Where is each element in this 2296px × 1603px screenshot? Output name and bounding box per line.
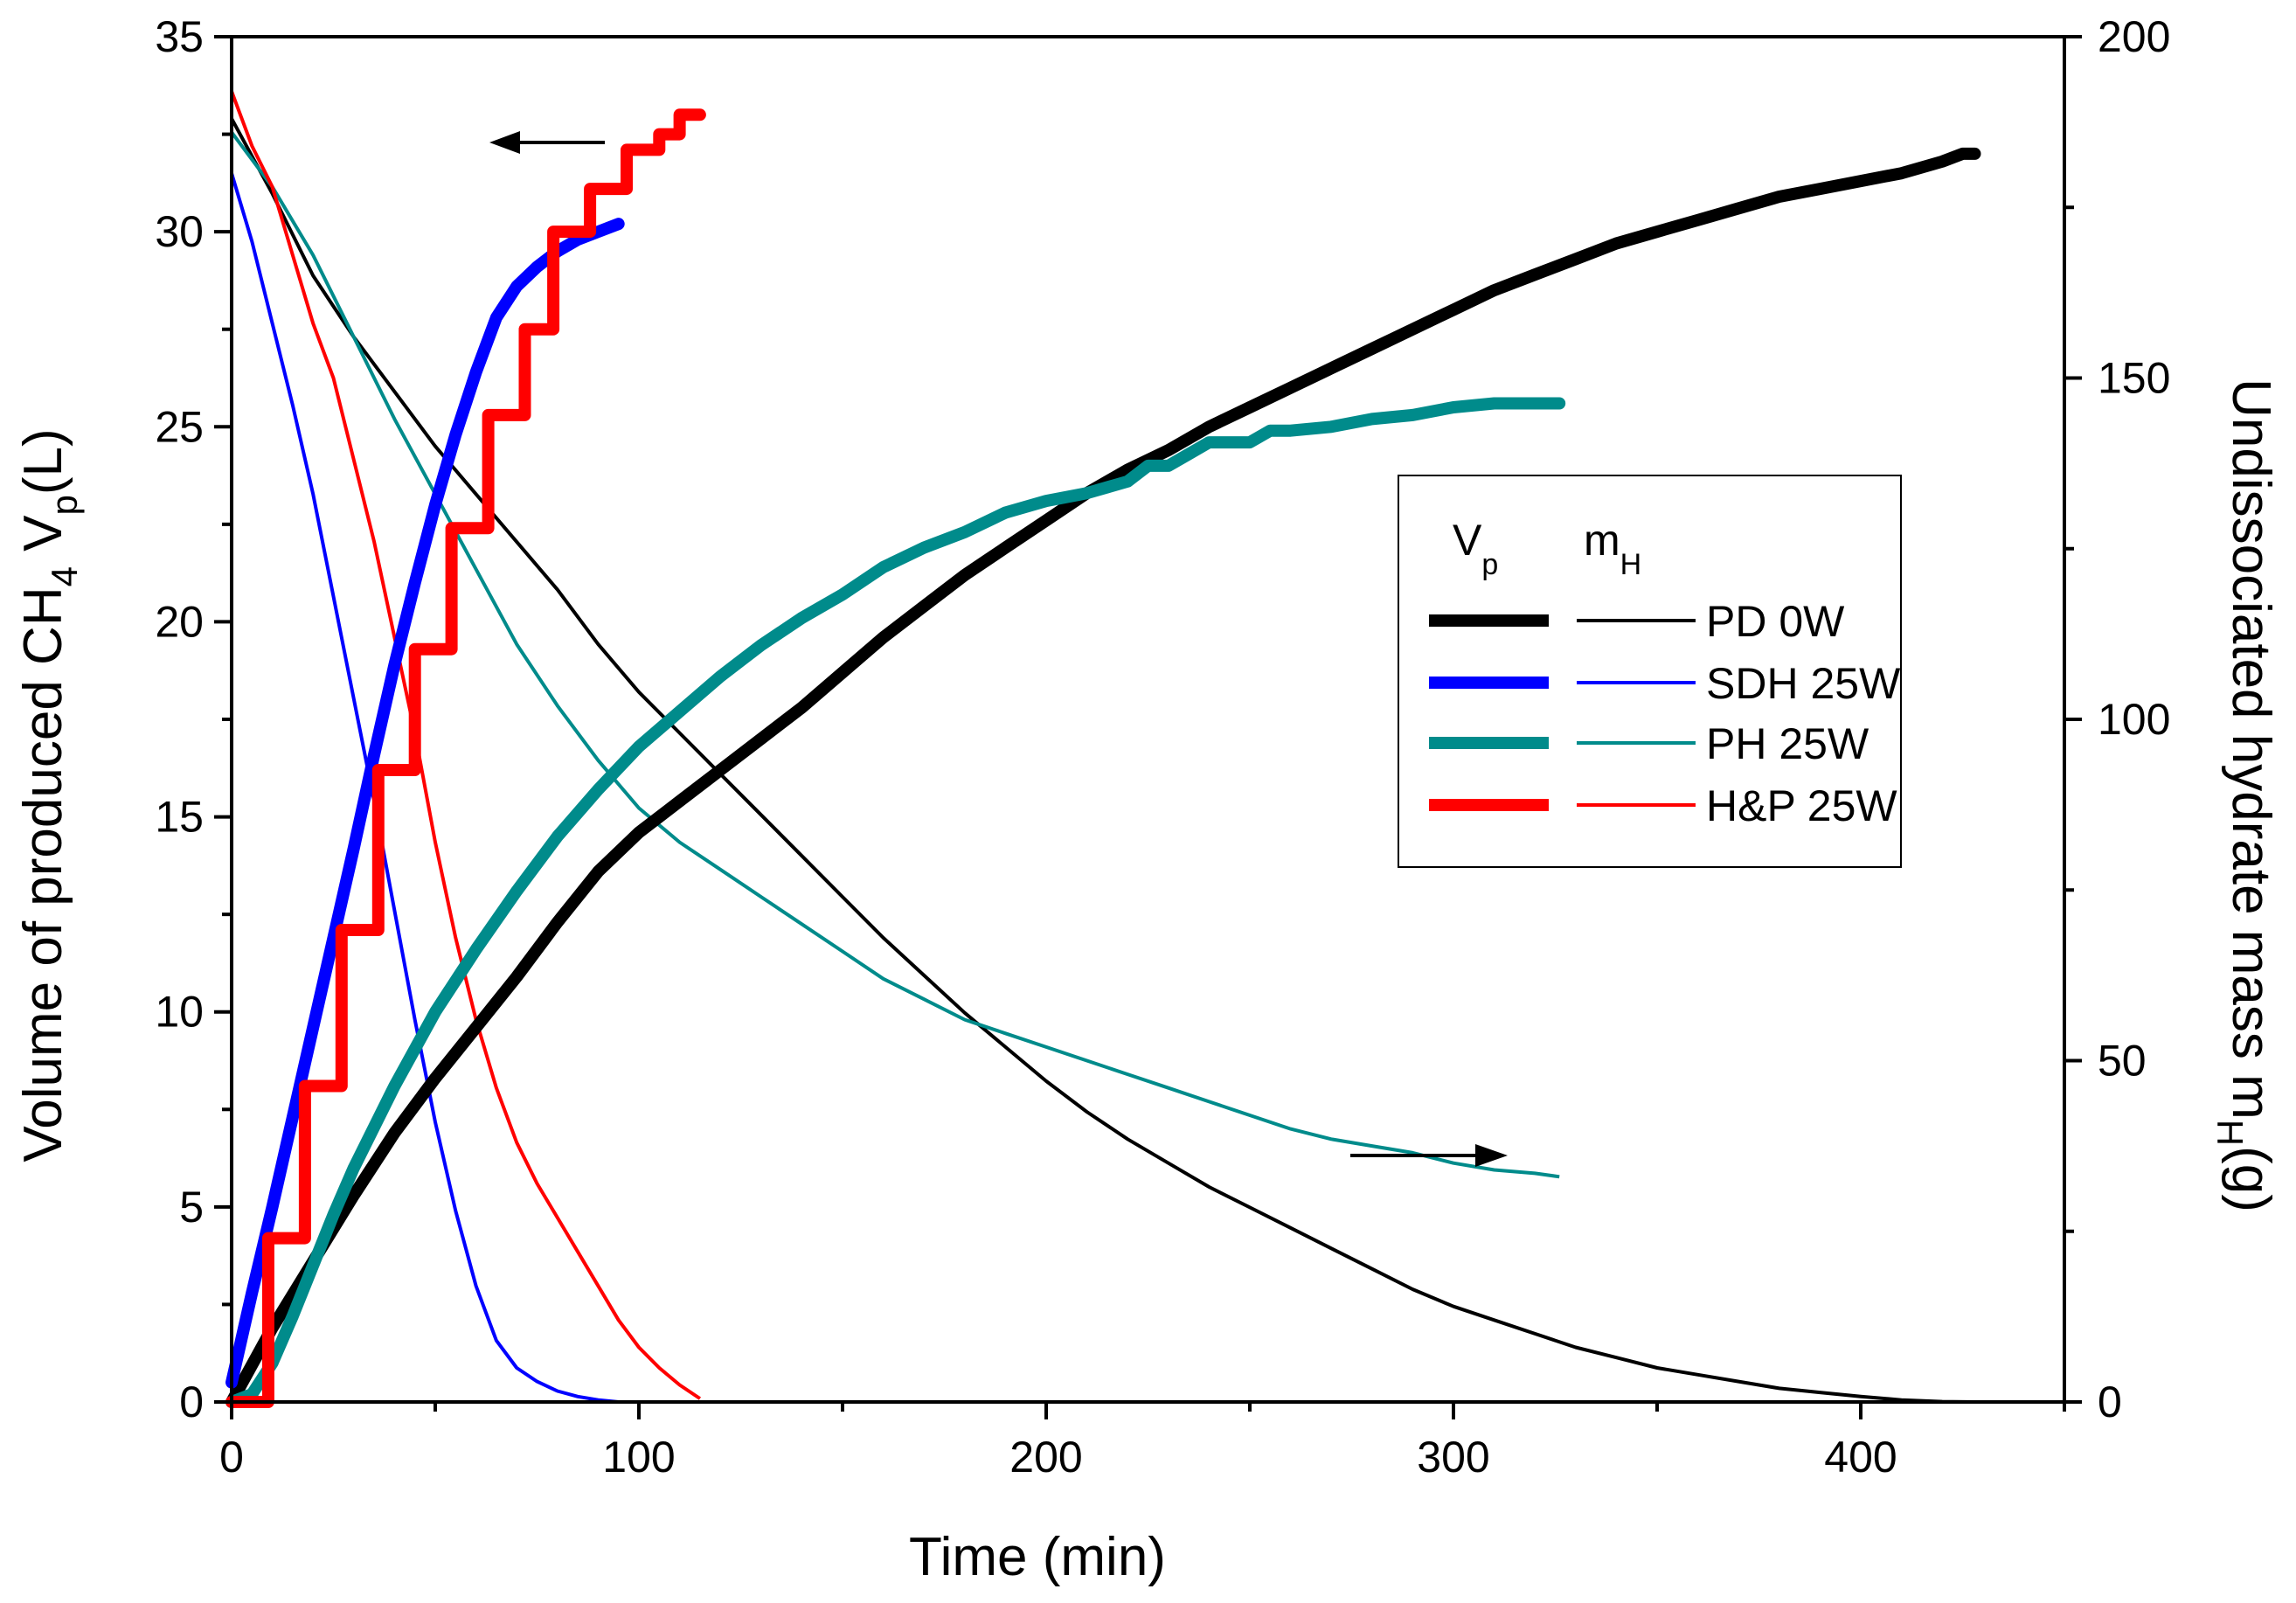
axis-layer: 0 100 200 300 400 0 5 10 15 20 25 30 35 0 50 100 150 200 xyxy=(155,12,2170,1482)
y-right-tick-label: 150 xyxy=(2098,354,2170,403)
arrow-right-icon xyxy=(1350,1144,1508,1167)
arrow-left-icon xyxy=(489,131,605,154)
legend: Vp mH PD 0W SDH 25W PH 25W H&P 25W xyxy=(1398,475,1902,868)
y-left-tick-label: 15 xyxy=(155,793,204,842)
y-left-tick-label: 20 xyxy=(155,597,204,646)
series-sdh-25w-mass-line xyxy=(230,172,619,1404)
x-axis-label: Time (min) xyxy=(909,1527,1166,1587)
series-handp-25w-mass-line xyxy=(230,90,702,1400)
y-right-axis-label: Undissociated hydrate mass mH(g) xyxy=(2209,378,2281,1212)
y-right-tick-label: 50 xyxy=(2098,1037,2147,1086)
y-left-tick-label: 0 xyxy=(179,1377,204,1426)
legend-label: PH 25W xyxy=(1706,719,1869,768)
legend-header-mh: mH xyxy=(1584,516,1641,581)
legend-label: H&P 25W xyxy=(1706,781,1897,830)
y-right-tick-label: 0 xyxy=(2098,1377,2122,1426)
x-tick-label: 0 xyxy=(219,1433,244,1482)
legend-rows: PD 0W SDH 25W PH 25W H&P 25W xyxy=(1429,597,1901,830)
series-pd-0w-mass-line xyxy=(230,117,1975,1404)
y-left-tick-label: 25 xyxy=(155,402,204,451)
x-tick-label: 400 xyxy=(1824,1433,1897,1482)
series-ph-25w-volume-line xyxy=(225,397,1566,1408)
series-layer xyxy=(225,90,1981,1408)
legend-header-vp: Vp xyxy=(1453,516,1498,581)
y-left-axis-label: Volume of produced CH4 Vp(L) xyxy=(13,428,85,1162)
series-pd-0w-volume-line xyxy=(225,147,1981,1408)
y-right-tick-label: 200 xyxy=(2098,12,2170,61)
x-tick-label: 300 xyxy=(1417,1433,1489,1482)
series-handp-25w-volume-line xyxy=(225,108,706,1408)
y-left-tick-label: 10 xyxy=(155,988,204,1037)
x-tick-label: 200 xyxy=(1009,1433,1082,1482)
x-tick-label: 100 xyxy=(602,1433,675,1482)
y-left-tick-label: 5 xyxy=(179,1183,204,1232)
legend-label: SDH 25W xyxy=(1706,659,1901,708)
y-left-tick-label: 35 xyxy=(155,12,204,61)
legend-label: PD 0W xyxy=(1706,597,1845,646)
y-left-tick-label: 30 xyxy=(155,207,204,256)
y-right-tick-label: 100 xyxy=(2098,695,2170,744)
